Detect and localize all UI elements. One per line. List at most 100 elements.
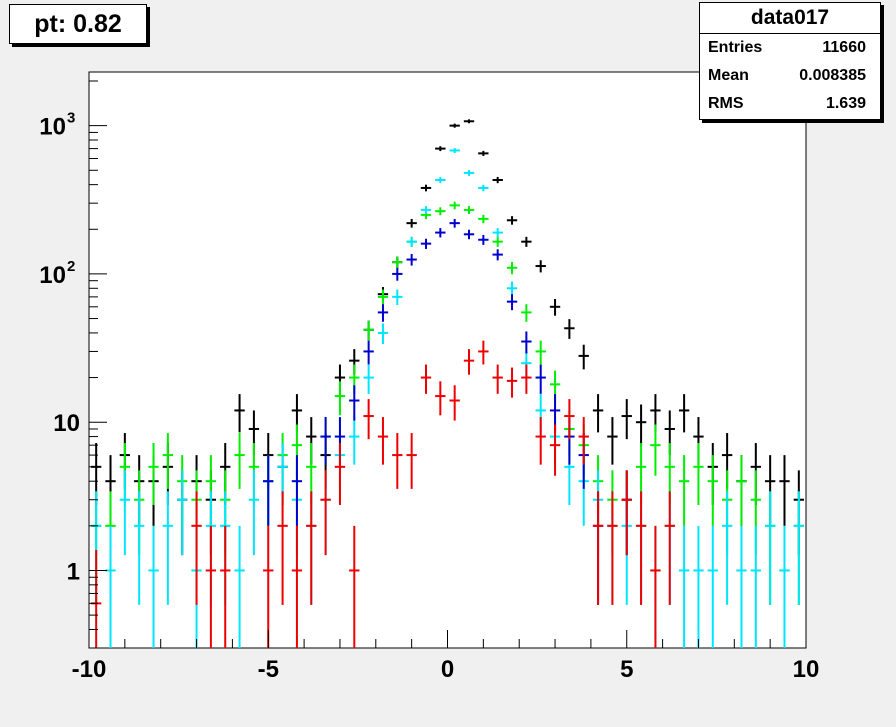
data-point [363,364,374,394]
data-point [377,304,389,322]
data-point [535,364,546,394]
data-point [492,364,503,394]
data-point [693,443,704,506]
data-point [506,294,518,311]
data-point [234,433,245,489]
data-point [435,207,446,216]
stats-label: Entries [708,39,763,56]
data-point [549,424,561,476]
data-point [492,176,503,184]
data-point [463,206,475,214]
data-point [736,455,747,526]
data-point [578,344,589,370]
data-point [406,433,417,489]
data-point [678,394,690,433]
data-point [564,319,575,339]
plot-frame [88,71,807,649]
data-point [478,214,489,224]
data-point [263,455,274,526]
stats-value: 1.639 [825,95,866,112]
data-point [521,236,532,247]
data-point [492,249,503,261]
data-point [592,394,604,433]
data-point [134,491,145,605]
data-point [449,123,460,128]
data-point [119,470,131,556]
data-point [377,417,389,465]
data-point [349,385,360,421]
y-tick-exponent: 3 [67,110,75,127]
data-point [549,298,561,316]
data-point [234,525,245,648]
data-point [463,170,475,176]
x-tick-label: 0 [441,656,454,683]
data-point [721,491,733,605]
data-point [162,491,174,605]
plot-title: pt: 0.82 [34,9,122,38]
y-tick-label: 10 [39,114,66,141]
data-point [463,119,475,124]
y-tick-label: 10 [39,262,66,289]
data-point [564,399,575,440]
stats-row-mean: Mean 0.008385 [700,62,880,90]
data-point [463,229,475,240]
data-point [234,394,245,433]
data-point [435,228,446,238]
data-point [148,443,159,506]
data-point [291,455,303,526]
stats-box: data017 Entries 11660 Mean 0.008385 RMS … [699,2,881,120]
data-point [478,234,489,245]
data-point [377,323,389,345]
data-point [478,184,489,192]
data-point [521,331,532,354]
data-point [363,320,374,341]
data-point [320,417,331,465]
data-point [363,399,374,440]
data-point [779,525,790,648]
data-point [220,525,231,648]
data-point [535,340,546,365]
data-point [105,525,116,648]
data-point [650,424,661,476]
data-point [678,525,690,648]
data-point [506,367,518,398]
data-point [392,267,403,281]
data-point [435,146,446,152]
data-point [406,236,417,247]
data-point [707,525,718,648]
data-point [148,525,159,648]
data-point [478,150,489,156]
data-point [449,385,460,421]
data-point [478,340,489,365]
data-point [420,364,432,394]
data-point [736,525,747,648]
x-tick-label: 10 [793,656,820,683]
data-point [334,443,346,506]
data-point [263,525,274,648]
data-point [392,433,403,489]
data-point [363,340,374,365]
data-point [435,176,446,184]
data-point [578,417,589,465]
data-point [277,491,288,605]
data-point [621,470,632,556]
plot-title-box: pt: 0.82 [9,4,147,44]
data-point [521,364,532,394]
data-point [435,381,446,416]
data-point [764,491,776,605]
data-point [750,525,761,648]
y-tick-label: 10 [53,410,80,437]
stats-value: 0.008385 [799,67,866,84]
data-point [535,417,546,465]
data-point [420,238,432,249]
data-point [406,218,417,228]
data-point [492,228,503,238]
data-point [377,289,389,306]
data-point [664,491,675,605]
series-3 [263,218,632,605]
data-point [793,491,804,605]
data-point [420,184,432,192]
data-point [506,261,518,275]
data-point [349,417,360,465]
